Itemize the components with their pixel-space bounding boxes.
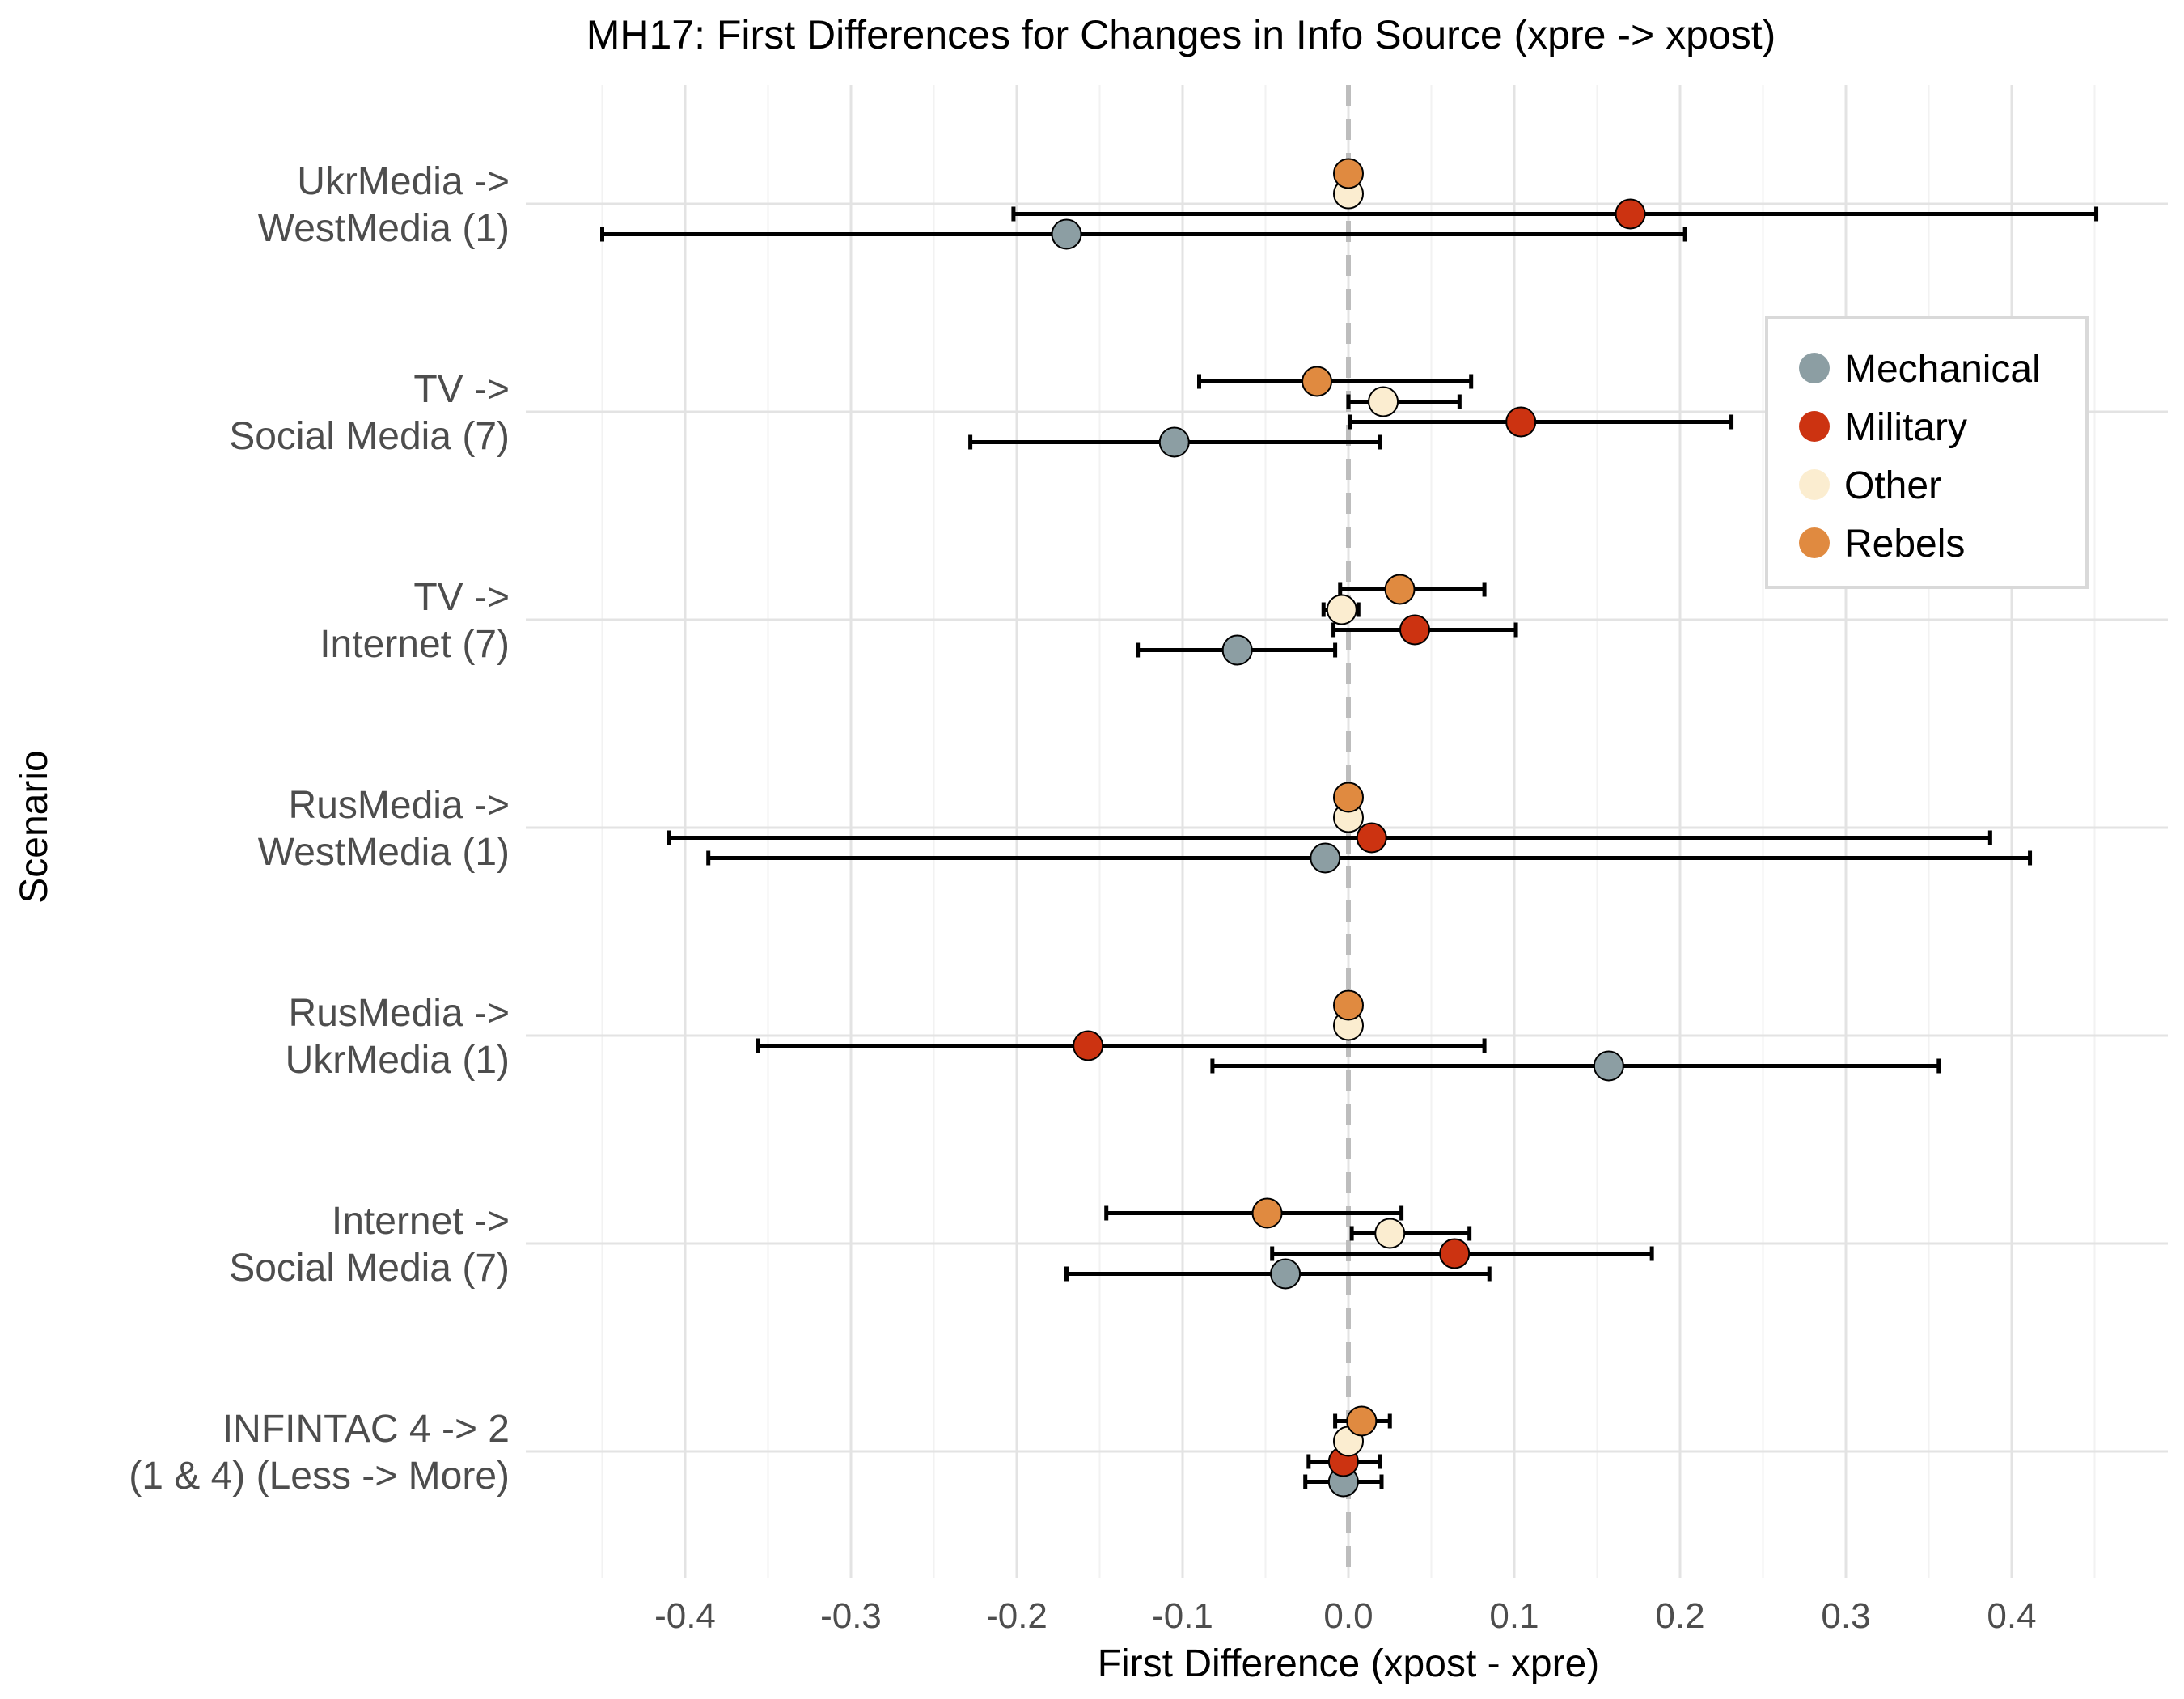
y-tick-label-line2: Social Media (7) (229, 415, 510, 458)
y-tick-label-line2: Internet (7) (320, 623, 510, 666)
error-bar-mechanical (600, 227, 1687, 242)
error-bar-military (1348, 414, 1734, 430)
error-bar-military (1011, 206, 2099, 222)
error-bar-military (756, 1038, 1487, 1053)
x-tick-label: -0.2 (986, 1596, 1048, 1636)
y-tick-label-line2: (1 & 4) (Less -> More) (129, 1455, 510, 1498)
error-bar-mechanical (706, 850, 2033, 866)
y-tick-label-line2: UkrMedia (1) (286, 1039, 510, 1082)
x-tick-label: -0.3 (820, 1596, 882, 1636)
y-tick-label-line1: INFINTAC 4 -> 2 (222, 1408, 510, 1451)
point-military (1505, 406, 1537, 438)
x-tick-label: -0.1 (1152, 1596, 1213, 1636)
point-mechanical (1051, 218, 1082, 250)
y-tick-label-line1: RusMedia -> (289, 784, 510, 827)
y-tick-label-line1: RusMedia -> (289, 992, 510, 1035)
legend-key-other (1799, 469, 1830, 500)
error-bar-rebels (1197, 374, 1474, 389)
point-rebels (1251, 1197, 1283, 1229)
chart-title: MH17: First Differences for Changes in I… (586, 12, 1776, 57)
point-rebels (1302, 366, 1333, 397)
x-tick-label: 0.4 (1987, 1596, 2036, 1636)
point-other (1368, 386, 1399, 417)
legend-label-military: Military (1844, 406, 1967, 449)
point-military (1356, 822, 1387, 854)
x-tick-label: -0.4 (654, 1596, 716, 1636)
x-tick-label: 0.2 (1655, 1596, 1704, 1636)
point-mechanical (1270, 1258, 1302, 1290)
y-tick-label-line1: UkrMedia -> (297, 160, 510, 203)
legend-label-mechanical: Mechanical (1844, 348, 2041, 391)
point-rebels (1346, 1405, 1378, 1437)
y-tick-label-line1: Internet -> (332, 1200, 510, 1243)
point-military (1615, 198, 1646, 230)
error-bar-other (1346, 394, 1462, 409)
point-rebels (1384, 574, 1416, 605)
error-bar-other (1349, 1226, 1472, 1241)
legend: Mechanical Military Other Rebels (1765, 316, 2089, 589)
legend-key-mechanical (1799, 353, 1830, 383)
y-tick-label-line2: WestMedia (1) (258, 831, 510, 874)
legend-key-rebels (1799, 527, 1830, 558)
point-mechanical (1310, 842, 1341, 874)
point-mechanical (1593, 1050, 1624, 1082)
y-tick-label-line1: TV -> (413, 576, 510, 619)
point-rebels (1333, 158, 1364, 189)
point-mechanical (1221, 634, 1253, 666)
point-military (1399, 614, 1430, 646)
x-tick-label: 0.3 (1821, 1596, 1870, 1636)
point-other (1326, 594, 1357, 625)
x-tick-label: 0.1 (1489, 1596, 1539, 1636)
x-tick-label: 0.0 (1323, 1596, 1373, 1636)
legend-label-other: Other (1844, 464, 1941, 507)
y-tick-label-line2: WestMedia (1) (258, 207, 510, 250)
error-bar-mechanical (1210, 1058, 1941, 1074)
point-military (1073, 1030, 1104, 1061)
legend-key-military (1799, 411, 1830, 442)
data-points (1051, 158, 1646, 1498)
y-axis-title: Scenario (13, 750, 56, 903)
point-other (1374, 1218, 1406, 1249)
x-axis-title: First Difference (xpost - xpre) (1098, 1642, 1600, 1685)
y-tick-labels: UkrMedia ->WestMedia (1)TV ->Social Medi… (129, 160, 510, 1498)
y-tick-label-line2: Social Media (7) (229, 1247, 510, 1290)
point-rebels (1333, 989, 1364, 1021)
legend-label-rebels: Rebels (1844, 523, 1965, 566)
x-tick-labels: -0.4 -0.3 -0.2 -0.1 0.0 0.1 0.2 0.3 0.4 (654, 1596, 2037, 1636)
error-bar-military (667, 830, 1992, 845)
point-mechanical (1158, 426, 1190, 458)
point-military (1439, 1238, 1471, 1269)
y-tick-label-line1: TV -> (413, 368, 510, 411)
point-rebels (1333, 782, 1364, 813)
